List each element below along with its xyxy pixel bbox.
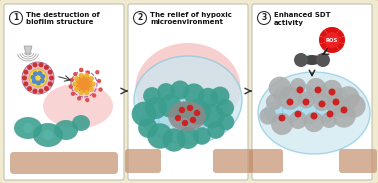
Circle shape (158, 94, 181, 117)
Circle shape (23, 123, 33, 133)
Circle shape (41, 75, 45, 78)
FancyBboxPatch shape (252, 4, 372, 180)
Circle shape (193, 127, 211, 145)
Circle shape (171, 113, 189, 131)
Circle shape (86, 98, 89, 102)
Circle shape (73, 82, 77, 86)
Wedge shape (324, 40, 332, 53)
Circle shape (193, 95, 211, 113)
Circle shape (89, 77, 93, 81)
Circle shape (314, 87, 322, 94)
Circle shape (75, 77, 79, 81)
Circle shape (313, 87, 332, 106)
Ellipse shape (135, 43, 240, 133)
Circle shape (74, 73, 77, 76)
Circle shape (207, 121, 225, 139)
Circle shape (304, 112, 324, 132)
Circle shape (287, 98, 293, 106)
Circle shape (333, 98, 339, 106)
FancyBboxPatch shape (213, 149, 253, 173)
Circle shape (297, 92, 314, 109)
Circle shape (183, 83, 204, 105)
Circle shape (23, 76, 26, 80)
Circle shape (76, 76, 92, 92)
Wedge shape (332, 40, 340, 53)
Circle shape (342, 94, 366, 118)
Circle shape (294, 53, 308, 67)
Circle shape (24, 82, 28, 86)
Ellipse shape (168, 101, 206, 131)
Circle shape (341, 107, 347, 113)
Ellipse shape (314, 54, 326, 62)
Circle shape (333, 98, 352, 117)
Circle shape (96, 71, 99, 74)
Circle shape (145, 97, 167, 119)
Wedge shape (332, 40, 344, 51)
Circle shape (33, 63, 37, 67)
Ellipse shape (54, 120, 78, 140)
Circle shape (24, 70, 28, 74)
Circle shape (48, 70, 52, 74)
Circle shape (34, 72, 37, 75)
Circle shape (143, 87, 161, 105)
Circle shape (322, 80, 342, 100)
Circle shape (28, 87, 31, 90)
Circle shape (302, 98, 310, 106)
Circle shape (278, 86, 302, 110)
FancyBboxPatch shape (125, 149, 161, 173)
Circle shape (194, 110, 200, 116)
Circle shape (301, 104, 319, 124)
Circle shape (147, 123, 173, 149)
Circle shape (175, 115, 181, 121)
Circle shape (185, 99, 211, 125)
Circle shape (176, 102, 192, 118)
Wedge shape (320, 29, 332, 40)
Circle shape (216, 99, 234, 117)
Circle shape (22, 62, 54, 94)
Circle shape (296, 87, 304, 94)
Wedge shape (332, 29, 344, 40)
Circle shape (132, 102, 156, 126)
Circle shape (316, 102, 336, 122)
FancyBboxPatch shape (4, 4, 124, 180)
Circle shape (289, 111, 307, 129)
Circle shape (310, 113, 318, 119)
Circle shape (186, 117, 204, 135)
Circle shape (265, 102, 284, 122)
Circle shape (98, 79, 101, 83)
Circle shape (200, 104, 224, 128)
Circle shape (91, 82, 95, 86)
Ellipse shape (14, 117, 42, 139)
Text: Enhanced SDT
activity: Enhanced SDT activity (274, 12, 331, 25)
Circle shape (332, 104, 356, 128)
Circle shape (48, 82, 52, 86)
Circle shape (211, 87, 229, 105)
Circle shape (50, 76, 53, 80)
Circle shape (294, 85, 313, 104)
Circle shape (259, 107, 277, 125)
Circle shape (316, 53, 330, 67)
Circle shape (45, 87, 48, 90)
Circle shape (75, 87, 79, 91)
Circle shape (306, 78, 326, 98)
Circle shape (319, 100, 325, 107)
Circle shape (39, 89, 43, 93)
Circle shape (162, 128, 186, 152)
Text: ROS: ROS (326, 38, 338, 42)
Circle shape (187, 105, 193, 111)
Text: The relief of hypoxic
microenvironment: The relief of hypoxic microenvironment (150, 12, 232, 25)
Circle shape (321, 112, 337, 128)
Text: 3: 3 (261, 14, 266, 23)
Circle shape (43, 130, 53, 140)
Circle shape (279, 115, 285, 122)
Circle shape (190, 117, 196, 123)
Ellipse shape (43, 83, 113, 128)
Circle shape (324, 32, 340, 48)
Circle shape (79, 91, 83, 95)
FancyBboxPatch shape (10, 152, 118, 174)
Circle shape (141, 111, 159, 129)
Circle shape (9, 12, 23, 25)
Text: 1: 1 (13, 14, 19, 23)
Circle shape (33, 89, 37, 93)
